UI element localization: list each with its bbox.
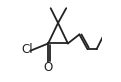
Text: O: O bbox=[44, 61, 53, 74]
Text: Cl: Cl bbox=[21, 43, 33, 56]
